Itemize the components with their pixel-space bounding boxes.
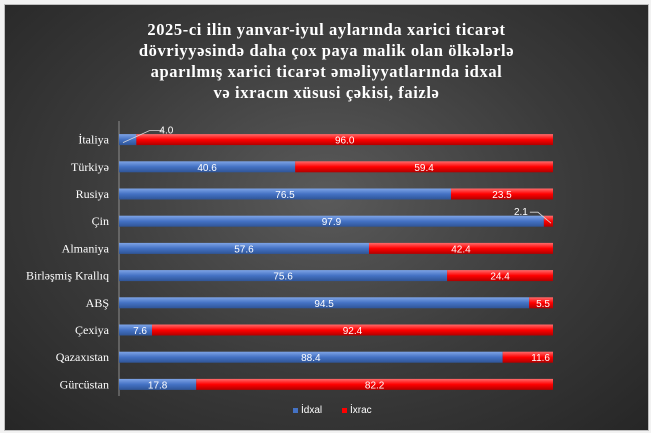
chart-title-line-1: 2025-ci ilin yanvar-iyul aylarında xaric…	[147, 20, 506, 39]
leader-line-ixrac-c-in	[529, 211, 552, 224]
category-label-rusiya: Rusiya	[76, 187, 110, 201]
value-label-idxal-i-taliya: 4.0	[159, 126, 173, 137]
bar-idxal-qazax-stan	[119, 351, 503, 363]
category-label-abs: ABŞ	[86, 296, 109, 310]
chart-title-line-3: aparılmış xarici ticarət əməliyyatlarınd…	[150, 62, 503, 81]
bar-idxal-rusiya	[119, 188, 452, 200]
value-label-ixrac-i-taliya: 96.0	[335, 136, 355, 147]
chart-title-line-4: və ixracın xüsusi çəkisi, faizlə	[213, 83, 440, 102]
value-label-ixrac-abs: 5.5	[536, 299, 550, 310]
chart-title-line-2: dövriyyəsində daha çox paya malik olan ö…	[138, 41, 515, 60]
bar-ixrac-abs	[529, 297, 553, 309]
chart-title: 2025-ci ilin yanvar-iyul aylarında xaric…	[45, 19, 608, 103]
value-label-ixrac-c-in: 2.1	[514, 207, 528, 218]
value-label-ixrac-c-exiya: 92.4	[343, 326, 363, 337]
value-label-idxal-c-exiya: 7.6	[133, 326, 147, 337]
category-label-birl-s-mis-krall-q: Birləşmiş Krallıq	[26, 269, 109, 283]
category-label-gu-rcu-stan: Gürcüstan	[60, 377, 109, 391]
bar-ixrac-rusiya	[451, 188, 553, 200]
bar-idxal-c-in	[119, 215, 544, 227]
value-label-idxal-abs: 94.5	[314, 299, 334, 310]
legend-swatch-idxal	[293, 408, 298, 413]
category-label-qazax-stan: Qazaxıstan	[56, 350, 109, 364]
value-label-ixrac-qazax-stan: 11.6	[531, 353, 550, 364]
bar-ixrac-birl-s-mis-krall-q	[447, 270, 553, 282]
value-label-idxal-c-in: 97.9	[322, 217, 342, 228]
bar-ixrac-c-exiya	[151, 324, 553, 336]
value-label-idxal-tu-rkiy: 40.6	[197, 163, 217, 174]
value-label-ixrac-gu-rcu-stan: 82.2	[365, 380, 385, 391]
category-label-almaniya: Almaniya	[62, 241, 110, 255]
bar-idxal-i-taliya	[119, 134, 137, 146]
value-label-idxal-qazax-stan: 88.4	[301, 353, 321, 364]
value-label-idxal-gu-rcu-stan: 17.8	[148, 380, 168, 391]
legend-label-ixrac: İxrac	[350, 403, 372, 416]
value-label-idxal-birl-s-mis-krall-q: 75.6	[273, 272, 293, 283]
bar-idxal-c-exiya	[119, 324, 152, 336]
value-label-ixrac-rusiya: 23.5	[492, 190, 512, 201]
leader-line-idxal-i-taliya	[122, 130, 164, 143]
category-label-tu-rkiy: Türkiyə	[71, 160, 109, 174]
bar-idxal-birl-s-mis-krall-q	[119, 270, 448, 282]
value-label-ixrac-almaniya: 42.4	[451, 244, 471, 255]
value-label-ixrac-birl-s-mis-krall-q: 24.4	[490, 272, 510, 283]
bar-ixrac-qazax-stan	[502, 351, 553, 363]
bar-idxal-gu-rcu-stan	[119, 378, 197, 390]
category-label-c-in: Çin	[92, 214, 109, 228]
bar-ixrac-i-taliya	[136, 134, 554, 146]
bar-idxal-abs	[119, 297, 530, 309]
bar-idxal-almaniya	[119, 242, 369, 254]
value-label-ixrac-tu-rkiy: 59.4	[414, 163, 434, 174]
legend-swatch-ixrac	[342, 408, 347, 413]
bar-idxal-tu-rkiy	[119, 161, 296, 173]
legend-label-idxal: İdxal	[301, 403, 322, 416]
bar-ixrac-tu-rkiy	[295, 161, 553, 173]
bar-ixrac-gu-rcu-stan	[196, 378, 553, 390]
category-label-i-taliya: İtaliya	[78, 133, 109, 147]
category-label-c-exiya: Çexiya	[75, 323, 110, 337]
bar-ixrac-almaniya	[368, 242, 553, 254]
value-label-idxal-almaniya: 57.6	[234, 244, 254, 255]
value-label-idxal-rusiya: 76.5	[275, 190, 295, 201]
